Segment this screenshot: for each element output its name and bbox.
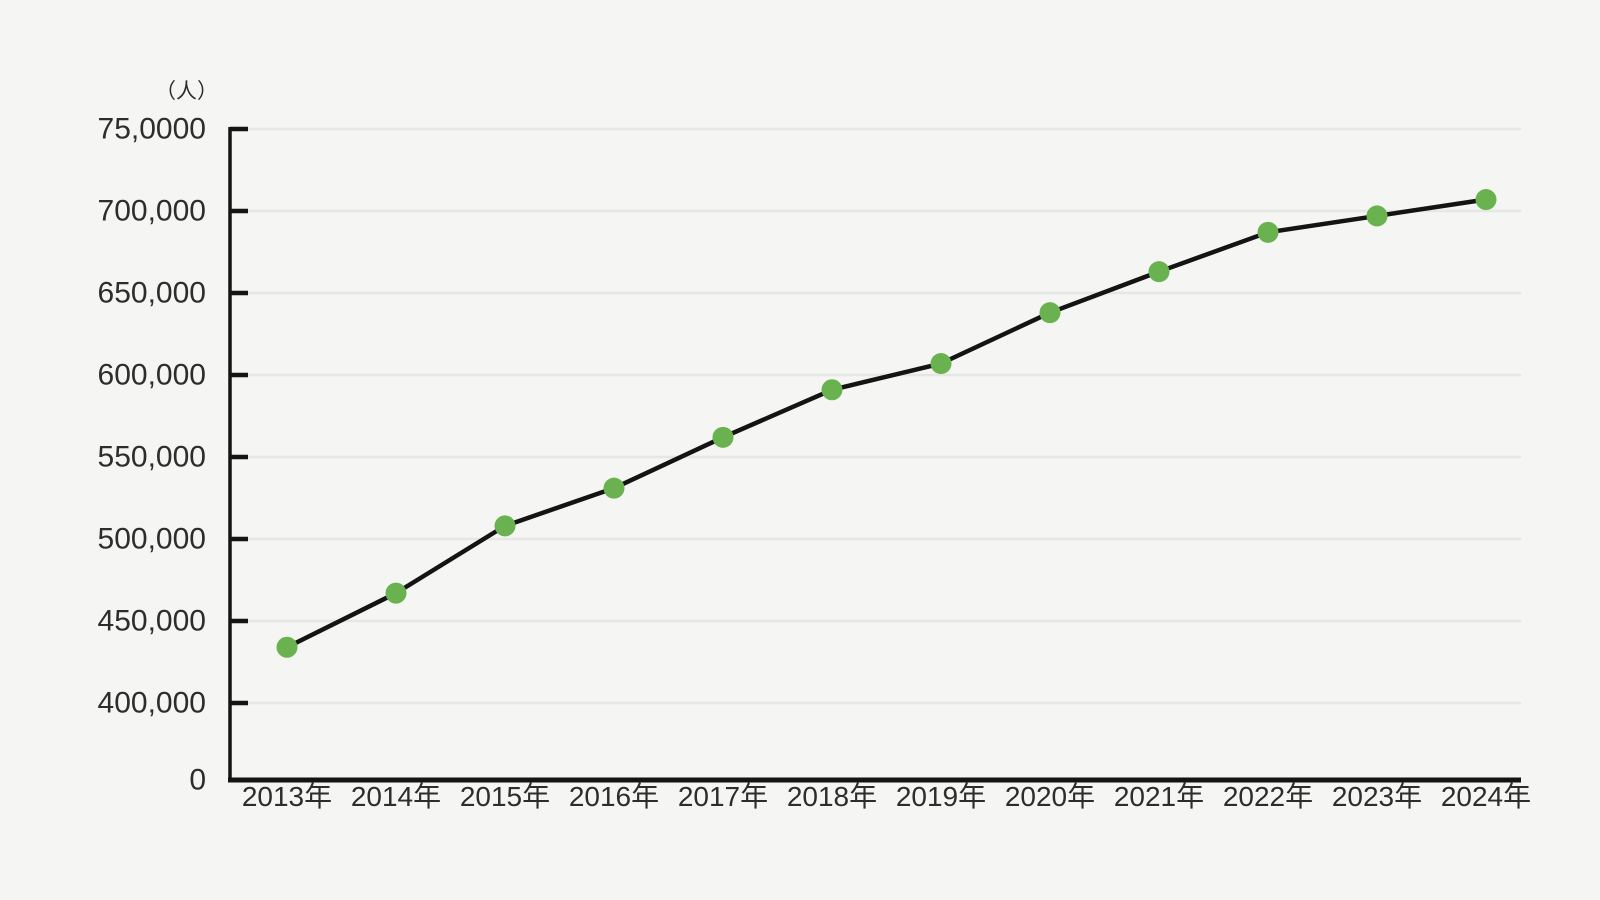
x-axis-label: 2019年 bbox=[896, 781, 986, 812]
x-axis-label: 2015年 bbox=[460, 781, 550, 812]
y-axis-label: 450,000 bbox=[98, 605, 206, 638]
y-axis-label: 75,0000 bbox=[98, 113, 206, 146]
data-point-2016 bbox=[603, 477, 625, 499]
y-axis-label: 650,000 bbox=[98, 277, 206, 310]
x-axis-label: 2017年 bbox=[678, 781, 768, 812]
y-axis-label: 500,000 bbox=[98, 523, 206, 556]
y-axis-label: 600,000 bbox=[98, 359, 206, 392]
x-axis-label: 2018年 bbox=[787, 781, 877, 812]
y-axis-label: 0 bbox=[189, 764, 206, 797]
data-point-2014 bbox=[385, 582, 407, 604]
data-point-2022 bbox=[1257, 221, 1279, 243]
x-axis-label: 2024年 bbox=[1441, 781, 1531, 812]
y-axis-label: 400,000 bbox=[98, 687, 206, 720]
data-point-2024 bbox=[1475, 189, 1497, 211]
data-point-2021 bbox=[1148, 261, 1170, 283]
x-axis-label: 2014年 bbox=[351, 781, 441, 812]
y-axis-label: 700,000 bbox=[98, 195, 206, 228]
data-point-2019 bbox=[930, 353, 952, 375]
x-axis-label: 2013年 bbox=[242, 781, 332, 812]
data-point-2018 bbox=[821, 379, 843, 401]
y-axis-unit-label: （人） bbox=[155, 80, 218, 103]
data-point-2015 bbox=[494, 515, 516, 537]
y-axis-label: 550,000 bbox=[98, 441, 206, 474]
x-axis-label: 2021年 bbox=[1114, 781, 1204, 812]
data-line bbox=[284, 197, 1489, 650]
data-point-2013 bbox=[276, 636, 298, 658]
x-axis-label: 2022年 bbox=[1223, 781, 1313, 812]
x-axis-label: 2023年 bbox=[1332, 781, 1422, 812]
x-axis-label: 2020年 bbox=[1005, 781, 1095, 812]
data-point-2023 bbox=[1366, 205, 1388, 227]
data-point-2020 bbox=[1039, 302, 1061, 324]
x-axis-label: 2016年 bbox=[569, 781, 659, 812]
data-point-2017 bbox=[712, 426, 734, 448]
